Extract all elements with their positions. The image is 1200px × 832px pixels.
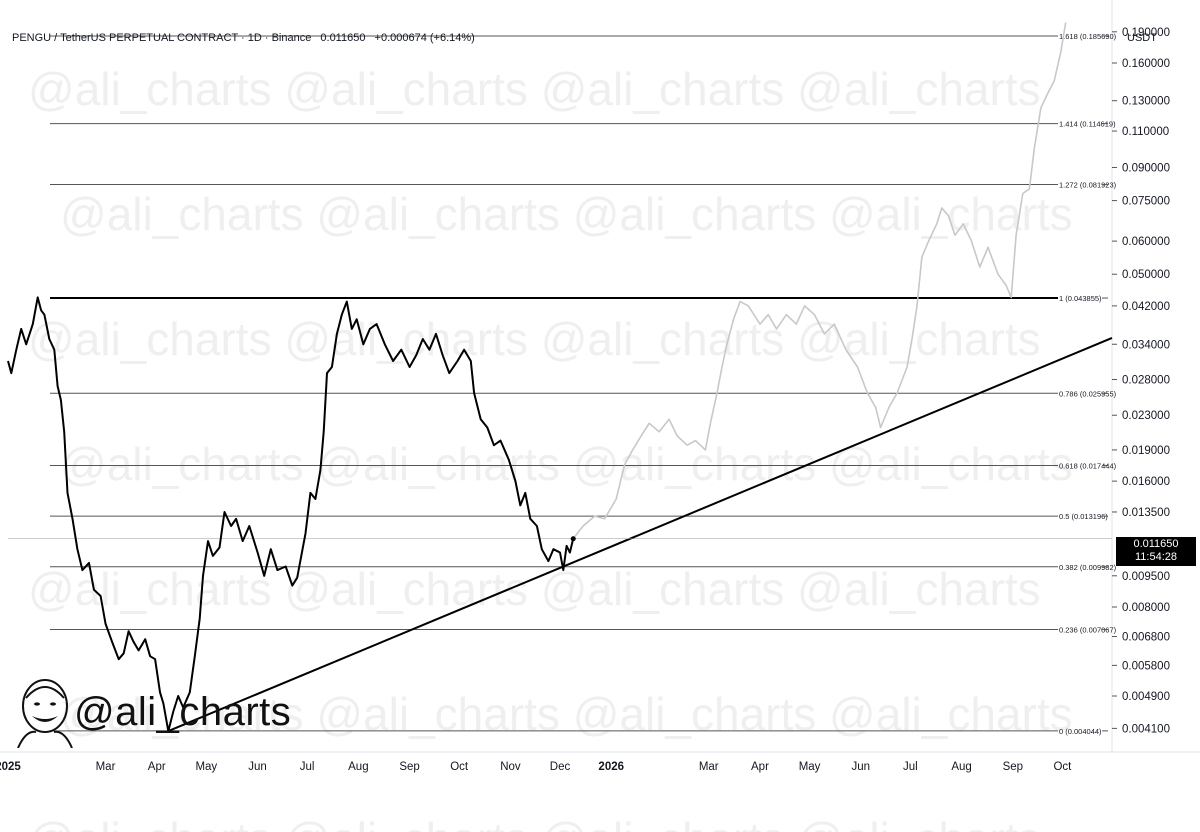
- currency-label[interactable]: USDT: [1127, 32, 1157, 44]
- x-tick-label: Aug: [951, 761, 971, 773]
- watermark-pattern: @ali_charts @ali_charts @ali_charts @ali…: [28, 63, 1085, 832]
- x-tick-label: Mar: [699, 761, 719, 773]
- y-tick-label: 0.005800: [1122, 660, 1170, 672]
- x-tick-label: Jul: [300, 761, 315, 773]
- fib-level-label: 1.618 (0.185690): [1059, 32, 1117, 41]
- y-tick-label: 0.004900: [1122, 691, 1170, 703]
- x-tick-label: Nov: [500, 761, 521, 773]
- fib-level-label: 1.272 (0.081923): [1059, 181, 1117, 190]
- x-tick-label: Mar: [96, 761, 116, 773]
- y-tick-label: 0.013500: [1122, 507, 1170, 519]
- symbol-title[interactable]: PENGU / TetherUS PERPETUAL CONTRACT · 1D…: [12, 32, 312, 44]
- last-price-tag: 0.011650 11:54:28: [1116, 537, 1196, 566]
- avatar-icon: [17, 679, 73, 748]
- x-tick-label: Aug: [348, 761, 368, 773]
- y-tick-label: 0.075000: [1122, 196, 1170, 208]
- x-tick-label: Apr: [148, 761, 166, 773]
- fib-level-label: 0.786 (0.025955): [1059, 389, 1117, 398]
- y-tick-label: 0.004100: [1122, 723, 1170, 735]
- chart-header: PENGU / TetherUS PERPETUAL CONTRACT · 1D…: [12, 32, 481, 44]
- y-tick-label: 0.028000: [1122, 375, 1170, 387]
- x-tick-label: Apr: [751, 761, 769, 773]
- ascending-trendline: [167, 337, 1113, 732]
- x-tick-label: Jul: [903, 761, 918, 773]
- y-tick-label: 0.023000: [1122, 410, 1170, 422]
- price-series-line: [7, 296, 575, 733]
- fib-level-label: 0.5 (0.013196): [1059, 512, 1108, 521]
- y-tick-label: 0.090000: [1122, 162, 1170, 174]
- y-tick-label: 0.060000: [1122, 236, 1170, 248]
- x-tick-label: Jun: [852, 761, 871, 773]
- x-tick-label: 2026: [598, 761, 624, 773]
- last-price-value: 0.011650: [1133, 538, 1179, 550]
- header-price: 0.011650: [320, 32, 366, 44]
- x-tick-label: Jun: [248, 761, 267, 773]
- y-tick-label: 0.110000: [1122, 126, 1169, 138]
- fib-level-label: 0.236 (0.007067): [1059, 626, 1117, 635]
- x-tick-label: May: [799, 761, 821, 773]
- y-tick-label: 0.034000: [1122, 339, 1170, 351]
- x-tick-label: Oct: [1053, 761, 1072, 773]
- x-tick-label: Oct: [450, 761, 469, 773]
- header-change: +0.000674 (+6.14%): [374, 32, 475, 44]
- x-tick-label: Sep: [1003, 761, 1023, 773]
- y-tick-label: 0.016000: [1122, 476, 1170, 488]
- x-tick-label: 2025: [0, 761, 21, 773]
- y-tick-label: 0.130000: [1122, 96, 1170, 108]
- x-tick-label: Sep: [399, 761, 419, 773]
- y-tick-label: 0.190000: [1122, 27, 1170, 39]
- fib-level-label: 1.414 (0.114619): [1059, 120, 1116, 129]
- y-tick-label: 0.008000: [1122, 602, 1170, 614]
- x-tick-label: Dec: [550, 761, 571, 773]
- fib-level-label: 0 (0.004044): [1059, 727, 1102, 736]
- x-tick-label: May: [195, 761, 217, 773]
- projection-series-line: [572, 22, 1067, 540]
- fib-level-label: 0.618 (0.017444): [1059, 461, 1117, 470]
- fib-level-label: 1 (0.043855): [1059, 294, 1102, 303]
- y-tick-label: 0.019000: [1122, 445, 1170, 457]
- watermark-handle: @ali_charts: [74, 690, 292, 734]
- fib-level-label: 0.382 (0.009982): [1059, 563, 1117, 572]
- y-tick-label: 0.042000: [1122, 301, 1170, 313]
- last-price-marker: [570, 536, 576, 542]
- y-tick-label: 0.006800: [1122, 632, 1170, 644]
- y-tick-label: 0.009500: [1122, 571, 1170, 583]
- price-countdown: 11:54:28: [1134, 551, 1177, 563]
- y-tick-label: 0.050000: [1122, 269, 1170, 281]
- y-tick-label: 0.160000: [1122, 58, 1170, 70]
